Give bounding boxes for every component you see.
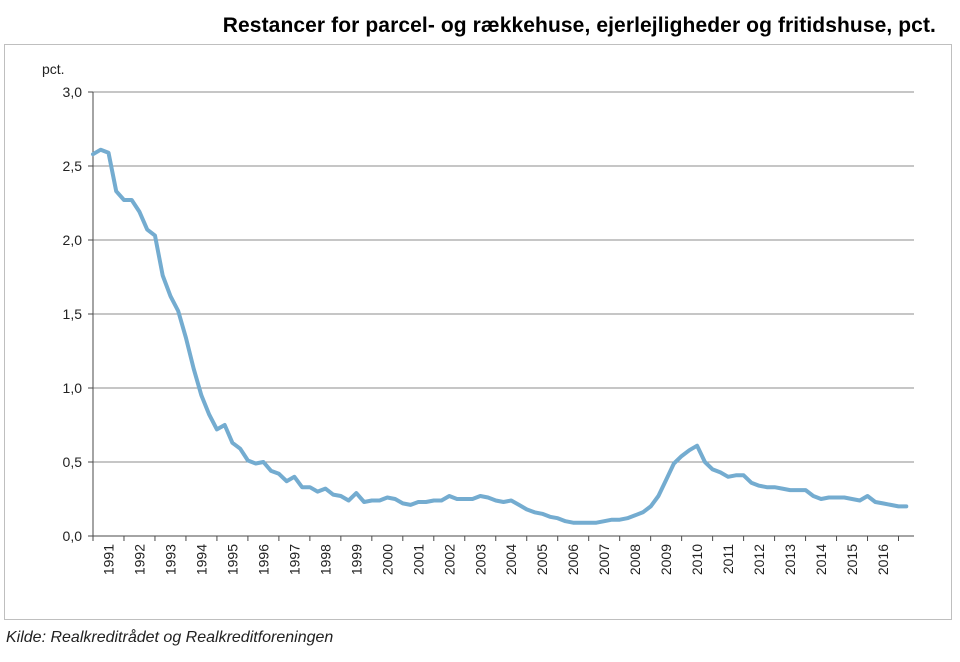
x-tick-label: 2013 — [782, 544, 798, 575]
source-note: Kilde: Realkreditrådet og Realkreditfore… — [6, 629, 334, 646]
x-tick-label: 2009 — [658, 544, 674, 575]
x-tick-label: 1993 — [162, 544, 178, 575]
y-tick-label: 2,0 — [63, 232, 83, 248]
axes — [88, 91, 914, 541]
gridlines — [93, 91, 914, 463]
series-group — [91, 147, 909, 525]
x-tick-label: 2000 — [379, 544, 395, 575]
x-tick-label: 2008 — [627, 544, 643, 575]
x-tick-label: 1992 — [131, 544, 147, 575]
y-tick-label: 2,5 — [63, 158, 83, 174]
x-tick-label: 1991 — [100, 544, 116, 575]
x-tick-label: 2002 — [441, 544, 457, 575]
y-tick-label: 1,0 — [63, 380, 83, 396]
x-tick-label: 2011 — [720, 544, 736, 574]
y-tick-label: 0,5 — [63, 454, 83, 470]
x-tick-labels: 1991 1992 1993 1994 1995 1996 1997 1998 1999 2000… — [100, 544, 891, 575]
y-tick-label: 0,0 — [63, 528, 83, 544]
y-tick-label: 1,5 — [63, 306, 83, 322]
x-tick-label: 1996 — [255, 544, 271, 575]
y-tick-label: 3,0 — [63, 84, 83, 100]
x-tick-label: 2003 — [472, 544, 488, 575]
x-tick-label: 2010 — [689, 544, 705, 575]
x-tick-label: 1997 — [286, 544, 302, 575]
x-tick-label: 2015 — [844, 544, 860, 575]
y-axis-unit-label: pct. — [42, 61, 65, 77]
x-tick-label: 2006 — [565, 544, 581, 575]
x-tick-label: 2012 — [751, 544, 767, 575]
x-tick-label: 1994 — [193, 544, 209, 575]
x-tick-label: 2004 — [503, 544, 519, 575]
series-line — [91, 147, 909, 525]
x-tick-label: 1995 — [224, 544, 240, 575]
chart-title: Restancer for parcel- og rækkehuse, ejer… — [222, 14, 936, 37]
x-tick-label: 2001 — [410, 544, 426, 575]
x-tick-label: 2005 — [534, 544, 550, 575]
chart-frame — [4, 44, 952, 620]
x-tick-label: 2007 — [596, 544, 612, 575]
x-tick-label: 1999 — [348, 544, 364, 575]
x-tick-label: 1998 — [317, 544, 333, 575]
y-tick-labels: 0,0 0,5 1,0 1,5 2,0 2,5 3,0 — [63, 84, 83, 544]
x-tick-label: 2016 — [875, 544, 891, 575]
x-tick-label: 2014 — [813, 544, 829, 575]
